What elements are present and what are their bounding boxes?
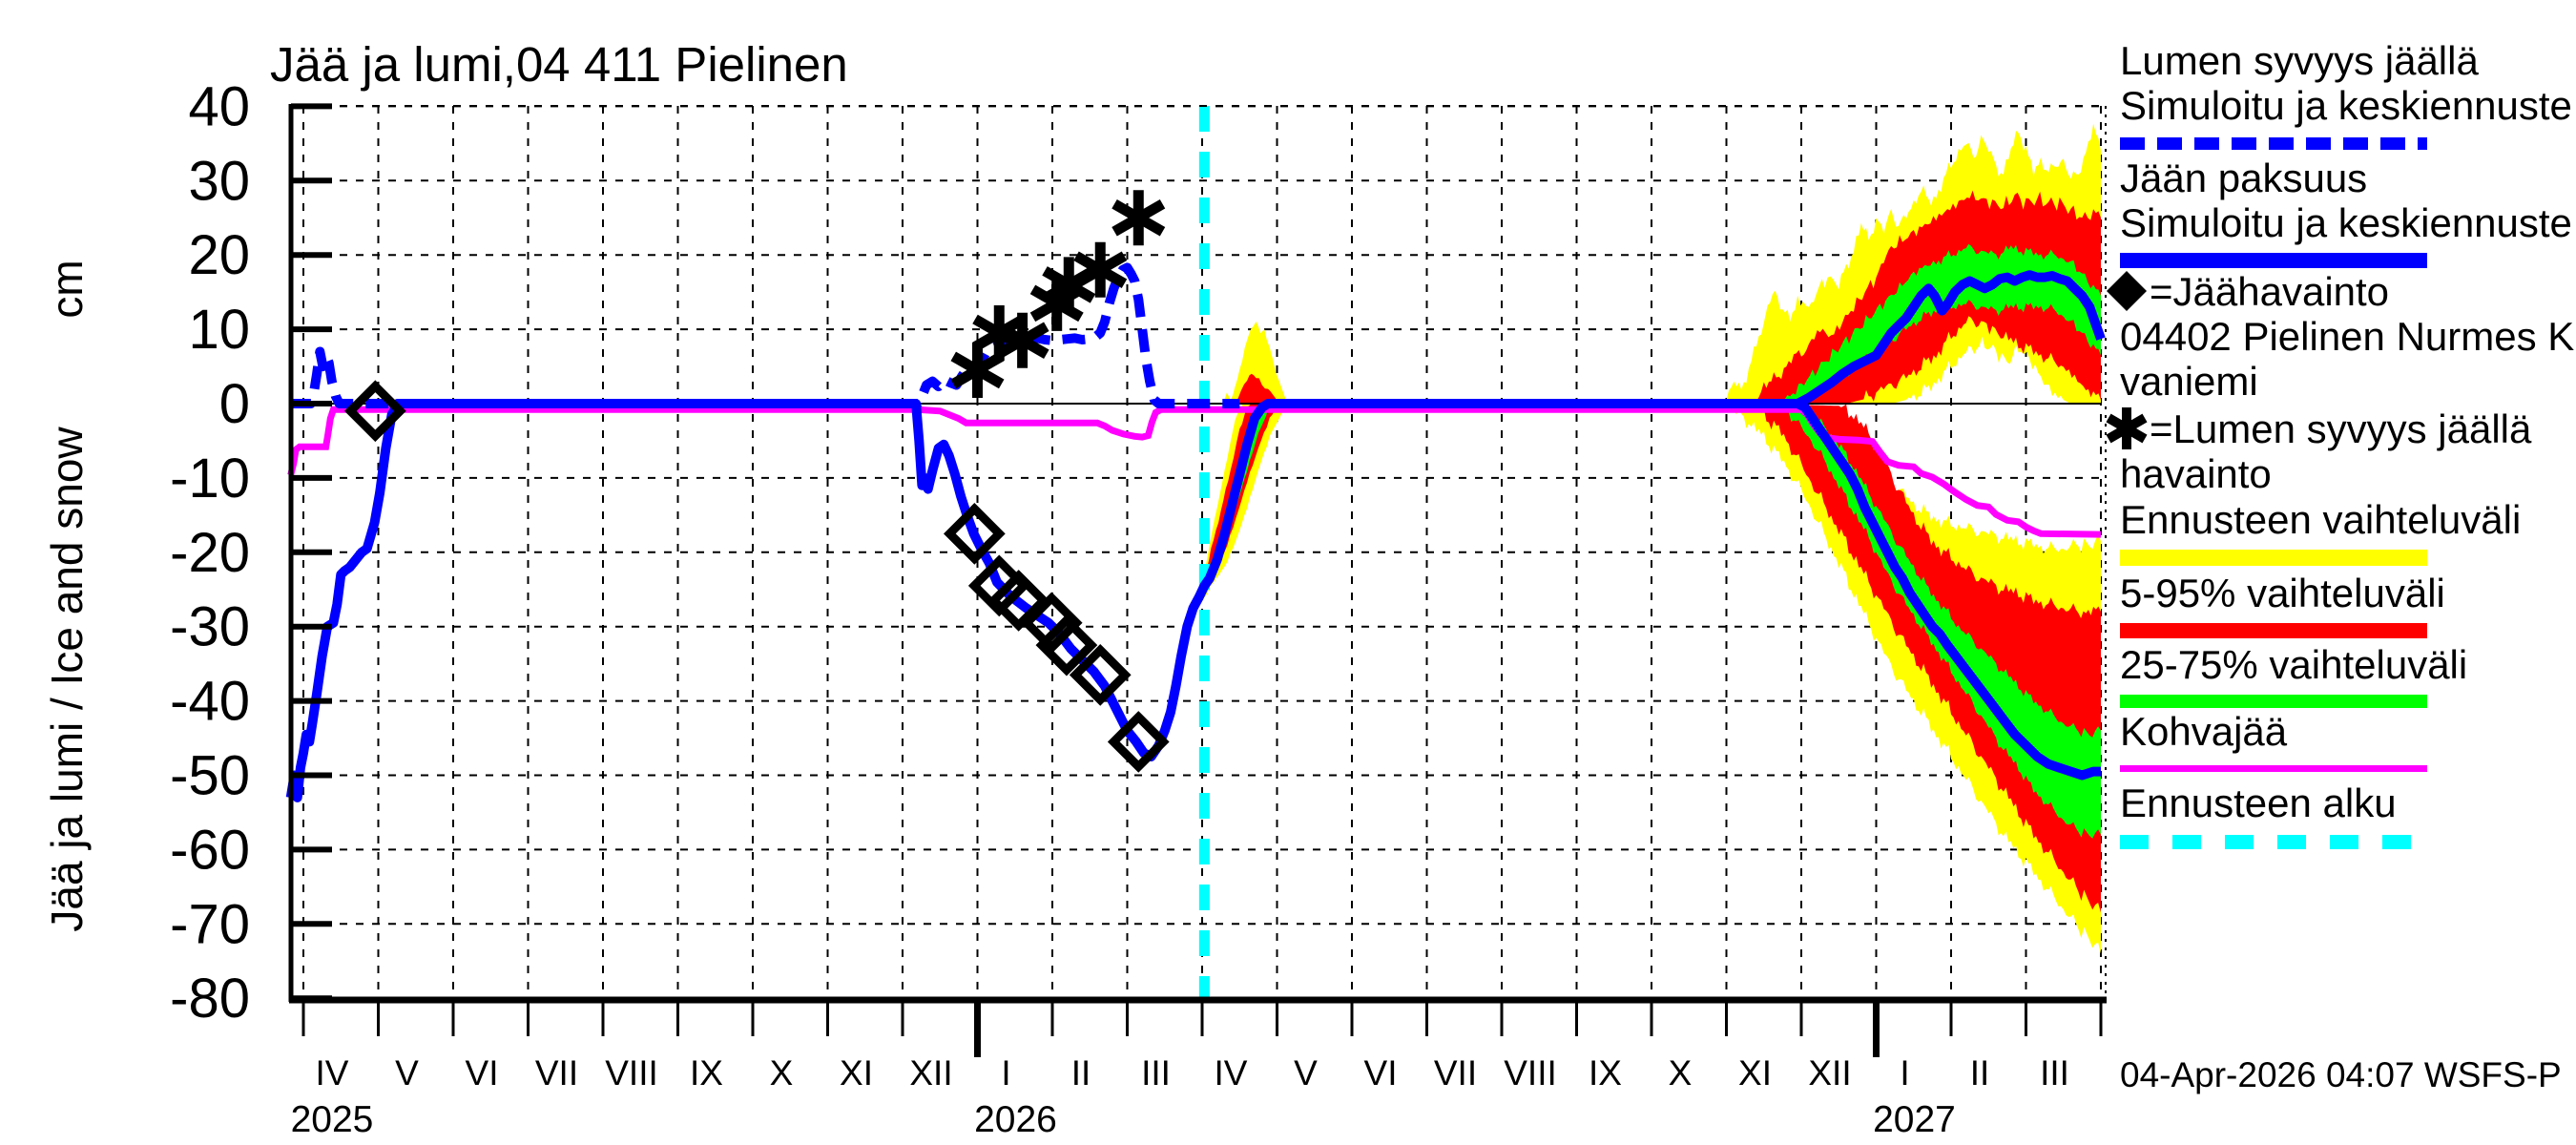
legend-item-snow-sim: Lumen syvyys jäällä Simuloitu ja keskien… (2104, 38, 2576, 150)
snow-observation-asterisk (1029, 284, 1084, 323)
legend-item-snow-observation: =Lumen syvyys jäällä havainto (2104, 406, 2576, 496)
legend-station-name: 04402 Pielinen Nurmes Kui (2120, 314, 2576, 359)
legend-label: Simuloitu ja keskiennuste (2120, 200, 2572, 245)
timestamp: 04-Apr-2026 04:07 WSFS-P (2120, 1055, 2562, 1094)
legend-item-ice-observation: =Jäähavainto 04402 Pielinen Nurmes Kui v… (2104, 268, 2576, 404)
diamond-icon (2107, 271, 2147, 311)
ice-observation-diamond (1020, 592, 1083, 655)
band-melt-ice-full-range (1204, 404, 1293, 598)
legend-label: 5-95% vaihteluväli (2120, 571, 2445, 615)
x-tick-label: I (1900, 1053, 1909, 1093)
y-tick-label: -80 (170, 968, 250, 1030)
legend-item-25-75-range: 25-75% vaihteluväli (2104, 642, 2576, 708)
y-tick-label: 40 (188, 75, 250, 137)
x-tick-label: XI (1738, 1053, 1772, 1093)
y-tick-label: -40 (170, 671, 250, 733)
y-tick-label: 30 (188, 150, 250, 212)
legend-label: Ennusteen alku (2120, 781, 2397, 825)
legend-label: Jään paksuus (2120, 156, 2368, 200)
x-tick-label: V (1294, 1053, 1318, 1093)
snow-observation-asterisk (950, 351, 1005, 389)
legend-label: 25-75% vaihteluväli (2120, 642, 2468, 687)
ice-observation-diamond (943, 502, 1006, 565)
x-tick-label: X (770, 1053, 794, 1093)
y-tick-label: -50 (170, 745, 250, 807)
x-tick-label: VIII (605, 1053, 658, 1093)
x-tick-label: II (1970, 1053, 1990, 1093)
legend-item-full-range: Ennusteen vaihteluväli (2104, 497, 2576, 566)
x-tick-label: VI (466, 1053, 499, 1093)
x-tick-label: IV (1215, 1053, 1248, 1093)
ice-observation-diamond (1069, 643, 1132, 706)
snow-observation-asterisk (1073, 251, 1128, 289)
x-tick-label: III (1141, 1053, 1171, 1093)
snow-observation-asterisk (1042, 266, 1096, 303)
legend-label: havainto (2120, 451, 2272, 496)
ice-observation-diamond (987, 570, 1050, 632)
range-5-95-band-swatch (2120, 623, 2427, 638)
x-tick-label: XII (1808, 1053, 1851, 1093)
legend-label: Simuloitu ja keskiennuste (2120, 83, 2572, 128)
x-tick-label: XI (840, 1053, 873, 1093)
x-tick-label: X (1669, 1053, 1693, 1093)
legend-label: =Lumen syvyys jäällä (2150, 406, 2532, 451)
x-tick-label: IV (316, 1053, 349, 1093)
legend-label: Ennusteen vaihteluväli (2120, 497, 2522, 542)
y-tick-label: -20 (170, 522, 250, 584)
legend-item-kohvajaa: Kohvajää (2104, 709, 2576, 772)
y-tick-label: -70 (170, 893, 250, 955)
snow-observation-asterisk (995, 322, 1049, 360)
y-tick-label: 20 (188, 224, 250, 286)
band-winter-ice-25-75 (1775, 404, 2101, 839)
x-tick-label: IX (1589, 1053, 1622, 1093)
y-tick-label: 0 (219, 373, 250, 435)
x-tick-label: I (1001, 1053, 1010, 1093)
legend-item-forecast-start: Ennusteen alku (2104, 781, 2576, 849)
y-axis-unit: cm (42, 260, 92, 318)
ice-sim-line-swatch (2120, 253, 2427, 268)
kohvajaa-line-swatch (2120, 765, 2427, 772)
x-tick-label: V (395, 1053, 419, 1093)
y-tick-label: -60 (170, 819, 250, 881)
year-label: 2027 (1873, 1099, 1956, 1140)
ice-observation-diamond (1107, 711, 1170, 773)
legend-station-name: vaniemi (2120, 359, 2258, 404)
ice-observation-diamond (343, 380, 406, 443)
legend-label: =Jäähavainto (2150, 268, 2390, 314)
band-melt-snow-full-range (1223, 322, 1288, 404)
x-tick-label: VI (1364, 1053, 1398, 1093)
x-tick-label: VII (1434, 1053, 1477, 1093)
snow-observation-asterisk (1111, 198, 1166, 237)
range-25-75-band-swatch (2120, 695, 2427, 708)
ice-observation-diamond (1035, 614, 1098, 677)
band-winter-ice-full-range (1722, 404, 2101, 954)
full-range-band-swatch (2120, 550, 2427, 566)
y-axis-title: Jää ja lumi / Ice and snow (42, 427, 92, 932)
y-tick-label: 10 (188, 299, 250, 361)
snow-forecast-median-line (1795, 270, 2106, 408)
x-tick-label: II (1071, 1053, 1091, 1093)
x-tick-label: IX (690, 1053, 723, 1093)
y-tick-label: -10 (170, 448, 250, 510)
band-winter-ice-5-95 (1749, 404, 2101, 913)
legend-item-5-95-range: 5-95% vaihteluväli (2104, 571, 2576, 638)
y-tick-label: -30 (170, 596, 250, 658)
forecast-start-line-swatch (2120, 835, 2427, 849)
x-tick-label: III (2040, 1053, 2069, 1093)
legend-label: Lumen syvyys jäällä (2120, 38, 2479, 83)
year-label: 2025 (291, 1099, 374, 1140)
band-melt-snow-5-95 (1235, 373, 1280, 404)
year-label: 2026 (974, 1099, 1057, 1140)
page-title: Jää ja lumi,04 411 Pielinen (270, 37, 848, 92)
legend-item-ice-sim: Jään paksuus Simuloitu ja keskiennuste (2104, 156, 2576, 268)
x-tick-label: XII (909, 1053, 952, 1093)
legend-label: Kohvajää (2120, 709, 2288, 754)
x-tick-label: VII (535, 1053, 578, 1093)
x-tick-label: VIII (1504, 1053, 1557, 1093)
asterisk-icon (2106, 407, 2148, 449)
snow-sim-dashed-line-swatch (2120, 137, 2427, 150)
